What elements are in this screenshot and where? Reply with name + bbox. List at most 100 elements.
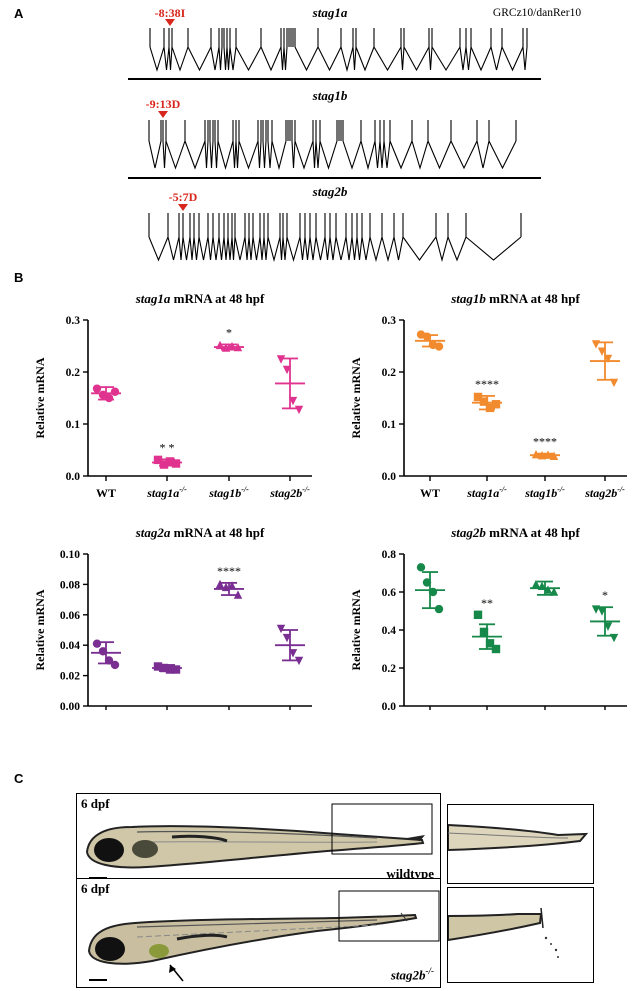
panel-label-c: C [14, 771, 24, 786]
y-tick-label: 0.0 [66, 471, 81, 483]
data-point [215, 340, 225, 350]
panel-label-b: B [14, 270, 24, 285]
data-point [104, 656, 114, 665]
y-axis-label: Relative mRNA [33, 357, 47, 438]
mutation-label-stag2b: -5:7D [169, 190, 198, 204]
exon-intron-track-stag1b [148, 120, 517, 171]
mutation-marker-stag1b [158, 111, 168, 118]
y-tick-label: 0.06 [60, 610, 80, 622]
data-point [434, 342, 444, 351]
zoom-box-mutant [338, 890, 440, 942]
data-point [531, 579, 541, 589]
x-tick-label: WT [96, 486, 116, 500]
significance-label: **** [533, 435, 557, 449]
data-point [110, 387, 120, 396]
x-tick-label: WT [420, 486, 440, 500]
y-tick-label: 0.04 [60, 640, 80, 652]
x-tick-label: stag2b-/- [584, 485, 625, 500]
mutation-marker-stag2b [178, 204, 188, 211]
wildtype-age-label: 6 dpf [81, 796, 110, 811]
data-point [479, 627, 489, 637]
exon-intron-path [148, 213, 522, 263]
y-tick-label: 0.4 [382, 625, 397, 637]
significance-label: * * [160, 440, 175, 454]
exon-intron-path [149, 28, 528, 73]
mutation-label-stag1b: -9:13D [146, 97, 181, 111]
data-point [422, 332, 432, 341]
y-tick-label: 0.0 [382, 471, 397, 483]
data-point [227, 581, 237, 590]
data-point [153, 662, 163, 671]
chart-stag2a-mrna: stag2a mRNA at 48 hpf Relative mRNA 0.00 0.… [33, 525, 312, 710]
exon-intron-path [148, 120, 517, 171]
y-axis-label: Relative mRNA [33, 589, 47, 670]
wildtype-genotype-label: wildtype [386, 866, 434, 881]
data-point [597, 607, 607, 616]
chart-title: stag1b mRNA at 48 hpf [450, 291, 580, 306]
data-point [227, 341, 237, 351]
chart-title-suffix: mRNA at 48 hpf [170, 291, 265, 306]
mutation-marker-stag1a [165, 19, 175, 26]
significance-label: * [602, 588, 608, 602]
data-point [597, 347, 607, 356]
data-point [92, 639, 102, 648]
significance-label: * [226, 325, 232, 339]
data-point [92, 384, 102, 393]
wildtype-tail-zoom [447, 804, 594, 884]
y-tick-label: 0.3 [66, 315, 81, 327]
data-point [282, 365, 292, 375]
gene-stag1b: stag1b -9:13D [146, 88, 517, 171]
wildtype-larva-image: 6 dpf wildtype [76, 793, 441, 887]
x-tick-label: stag2b-/- [269, 485, 310, 500]
data-point [110, 660, 120, 670]
chart-title-gene: stag1b [450, 291, 486, 306]
y-tick-label: 0.0 [382, 701, 397, 710]
chart-title: stag2a mRNA at 48 hpf [135, 525, 265, 540]
gene-stag1a: stag1a GRCz10/danRer10 -8:38I [149, 5, 581, 73]
data-point [603, 622, 613, 631]
data-point [479, 397, 489, 406]
significance-label: ** [481, 596, 493, 610]
data-point [416, 563, 426, 572]
gene-name-stag2b: stag2b [312, 184, 348, 199]
chart-title-gene: stag1a [135, 291, 171, 306]
y-axis-label: Relative mRNA [349, 589, 363, 670]
data-point [104, 393, 114, 403]
data-point [609, 378, 619, 388]
data-point [549, 587, 559, 596]
mutant-age-label: 6 dpf [81, 881, 110, 896]
chart-title: stag1a mRNA at 48 hpf [135, 291, 265, 306]
chart-title: stag2b mRNA at 48 hpf [450, 525, 580, 540]
data-point [473, 392, 483, 402]
y-tick-label: 0.02 [60, 671, 80, 683]
data-point [171, 459, 181, 468]
data-point [294, 656, 304, 666]
gene-structure-diagram: stag1a GRCz10/danRer10 -8:38I stag1b -9:… [128, 5, 581, 263]
mutant-tail-zoom [447, 887, 594, 983]
chart-stag2b-mrna: stag2b mRNA at 48 hpf Relative mRNA 0.0 0.2… [349, 525, 627, 710]
gene-stag2b: stag2b -5:7D [148, 184, 522, 263]
mutant-larva-image: 6 dpf stag2b-/- [76, 878, 441, 988]
data-point [434, 604, 444, 614]
data-point [603, 354, 613, 364]
data-point [294, 405, 304, 415]
y-tick-label: 0.6 [382, 587, 397, 599]
x-tick-label: stag1a-/- [466, 485, 507, 500]
y-tick-label: 0.2 [382, 663, 397, 675]
data-point [591, 340, 601, 349]
data-point [537, 451, 547, 460]
data-point [491, 644, 501, 654]
data-point [485, 639, 495, 648]
data-point [422, 578, 432, 587]
x-tick-label: stag1b-/- [208, 485, 249, 500]
data-point [491, 400, 501, 409]
data-point [215, 579, 225, 589]
mutant-larva-drawing [87, 890, 440, 982]
y-tick-label: 0.00 [60, 701, 80, 710]
y-axis-label: Relative mRNA [349, 357, 363, 438]
gene-name-stag1b: stag1b [312, 88, 348, 103]
data-point [288, 649, 298, 658]
data-point [276, 624, 286, 634]
wildtype-tail-drawing [448, 823, 589, 852]
panel-label-a: A [14, 6, 24, 21]
